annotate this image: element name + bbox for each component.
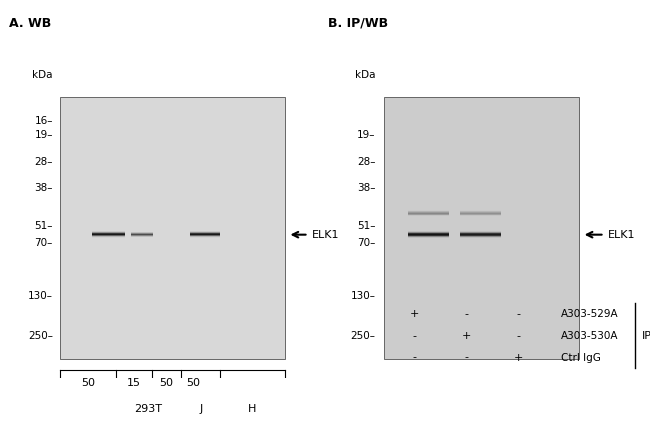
Text: B. IP/WB: B. IP/WB <box>328 16 389 30</box>
Text: 51–: 51– <box>34 221 53 231</box>
Text: 51–: 51– <box>357 221 376 231</box>
Text: Ctrl IgG: Ctrl IgG <box>560 352 601 362</box>
Bar <box>190 234 220 235</box>
Bar <box>190 237 220 238</box>
Text: A303-529A: A303-529A <box>560 309 618 319</box>
Bar <box>408 233 448 234</box>
Bar <box>190 236 220 237</box>
Bar <box>408 231 448 232</box>
Text: 19–: 19– <box>34 130 53 140</box>
Text: 19–: 19– <box>357 130 376 140</box>
Text: 28–: 28– <box>34 158 53 168</box>
Text: -: - <box>412 331 417 341</box>
Bar <box>408 235 448 236</box>
Text: -: - <box>516 331 521 341</box>
Text: 293T: 293T <box>135 404 162 414</box>
Text: 70–: 70– <box>34 238 53 248</box>
Text: +: + <box>410 309 419 319</box>
Bar <box>460 215 500 216</box>
Text: J: J <box>199 404 202 414</box>
Text: 130–: 130– <box>28 290 53 301</box>
Bar <box>384 97 578 359</box>
Text: 70–: 70– <box>357 238 376 248</box>
Text: 38–: 38– <box>34 183 53 193</box>
Bar <box>408 211 448 212</box>
Bar <box>460 211 500 212</box>
Bar <box>460 214 500 215</box>
Text: A. WB: A. WB <box>10 16 52 30</box>
Bar <box>408 210 448 211</box>
Bar <box>460 216 500 217</box>
Bar <box>460 210 500 211</box>
Text: 50: 50 <box>81 378 95 388</box>
Bar <box>460 213 500 214</box>
Text: -: - <box>412 352 417 362</box>
Text: IP: IP <box>642 331 650 341</box>
Text: 130–: 130– <box>350 290 376 301</box>
Text: ELK1: ELK1 <box>311 230 339 240</box>
Bar <box>460 212 500 213</box>
Bar <box>460 232 500 233</box>
Text: 50: 50 <box>159 378 174 388</box>
Text: 28–: 28– <box>357 158 376 168</box>
Text: kDa: kDa <box>32 70 53 80</box>
Bar <box>408 214 448 215</box>
Bar <box>460 234 500 235</box>
Text: -: - <box>516 309 521 319</box>
Text: 16–: 16– <box>34 115 53 125</box>
Bar <box>460 233 500 234</box>
Bar <box>460 237 500 238</box>
Text: ELK1: ELK1 <box>608 230 635 240</box>
Bar <box>408 234 448 235</box>
Text: 250–: 250– <box>28 331 53 341</box>
Bar <box>408 215 448 216</box>
Bar <box>408 213 448 214</box>
Bar <box>190 233 220 234</box>
Bar <box>408 236 448 237</box>
Text: -: - <box>464 309 469 319</box>
Text: 15: 15 <box>127 378 140 388</box>
Text: +: + <box>462 331 471 341</box>
Bar <box>460 236 500 237</box>
Text: 38–: 38– <box>357 183 376 193</box>
Bar <box>460 235 500 236</box>
Text: 50: 50 <box>187 378 200 388</box>
Text: +: + <box>514 352 523 362</box>
Bar <box>92 236 125 237</box>
Bar <box>92 237 125 238</box>
Bar <box>408 230 448 231</box>
Bar <box>92 234 125 235</box>
Bar <box>92 231 125 232</box>
Text: A303-530A: A303-530A <box>560 331 618 341</box>
Bar <box>460 231 500 232</box>
Bar <box>408 237 448 238</box>
Bar <box>408 232 448 233</box>
Bar <box>60 97 285 359</box>
Text: kDa: kDa <box>355 70 376 80</box>
Bar <box>460 230 500 231</box>
Text: 250–: 250– <box>350 331 376 341</box>
Bar <box>92 233 125 234</box>
Bar <box>408 212 448 213</box>
Text: H: H <box>248 404 257 414</box>
Bar <box>408 216 448 217</box>
Text: -: - <box>464 352 469 362</box>
Bar <box>190 231 220 232</box>
